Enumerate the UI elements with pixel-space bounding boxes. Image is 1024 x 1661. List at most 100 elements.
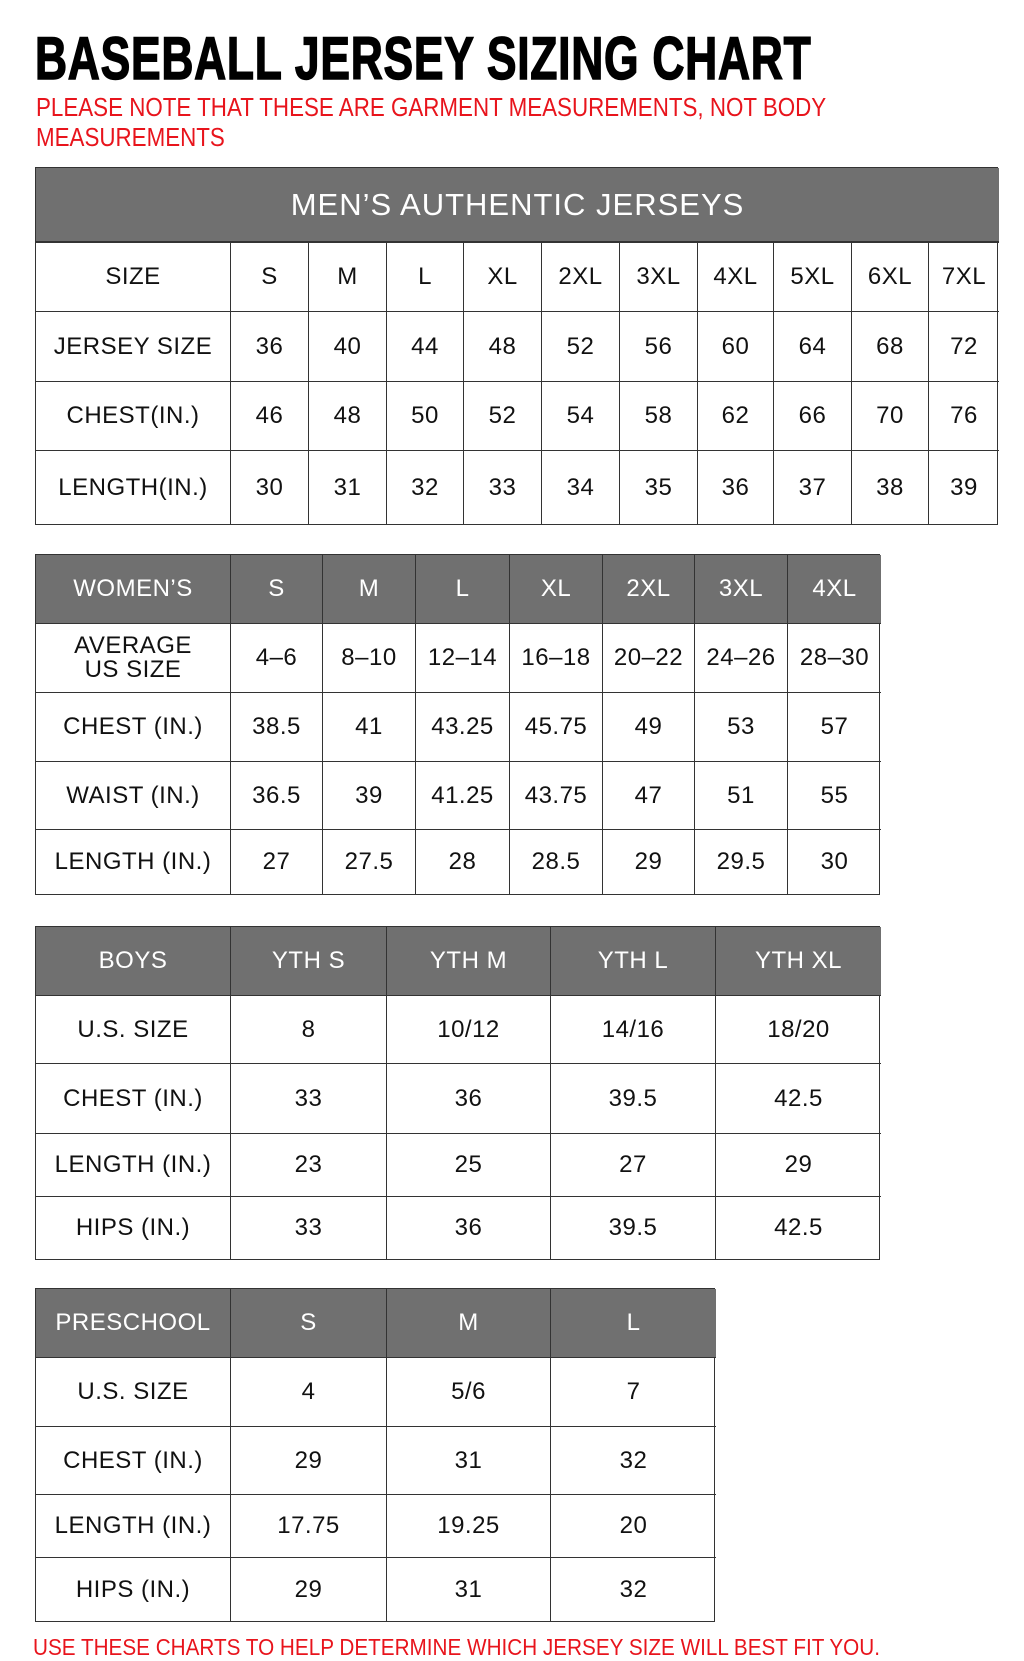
- column-header: 3XL: [620, 243, 698, 312]
- table-banner: MEN’S AUTHENTIC JERSEYS: [36, 168, 999, 243]
- table-cell: 7: [551, 1358, 716, 1427]
- column-header: SIZE: [36, 243, 231, 312]
- column-header: 2XL: [603, 555, 695, 624]
- table-cell: 28–30: [788, 624, 881, 693]
- table-cell: 29: [716, 1134, 881, 1197]
- table-cell: 24–26: [695, 624, 788, 693]
- table-cell: 20: [551, 1495, 716, 1558]
- table-cell: 62: [698, 382, 774, 451]
- table-cell: 55: [788, 762, 881, 830]
- table-cell: 4–6: [231, 624, 323, 693]
- womens-size-table: WOMEN’S S M L XL 2XL 3XL 4XL AVERAGE US SIZE 4–6 8…: [35, 554, 881, 895]
- table-cell: 52: [464, 382, 542, 451]
- boys-size-table: BOYS YTH S YTH M YTH L YTH XL U.S. SIZE 8 10/12…: [35, 926, 881, 1260]
- table-cell: 42.5: [716, 1064, 881, 1134]
- row-label: HIPS (IN.): [36, 1197, 231, 1259]
- table-cell: 34: [542, 451, 620, 524]
- column-header: YTH L: [551, 927, 716, 996]
- table-cell: 5/6: [387, 1358, 551, 1427]
- table-cell: 70: [852, 382, 929, 451]
- table-cell: 23: [231, 1134, 387, 1197]
- table-cell: 29: [231, 1427, 387, 1495]
- table-cell: 43.25: [416, 693, 510, 762]
- column-header: 2XL: [542, 243, 620, 312]
- table-cell: 50: [387, 382, 464, 451]
- column-header: M: [387, 1289, 551, 1358]
- table-cell: 41: [323, 693, 416, 762]
- table-cell: 39: [950, 473, 978, 501]
- table-cell: 43.75: [510, 762, 603, 830]
- table-cell: 29: [231, 1558, 387, 1621]
- table-cell: 27.5: [323, 830, 416, 894]
- table-cell: 56: [620, 312, 698, 382]
- table-cell: 52: [542, 312, 620, 382]
- table-cell: 36.5: [231, 762, 323, 830]
- table-cell: 33: [464, 451, 542, 524]
- table-cell: 37: [774, 451, 852, 524]
- table-cell: 42.5: [774, 1214, 823, 1241]
- row-label: CHEST (IN.): [36, 693, 231, 762]
- preschool-size-table: PRESCHOOL S M L U.S. SIZE 4 5/6 7 CHEST (IN.) 29 3…: [35, 1288, 716, 1622]
- row-label: JERSEY SIZE: [36, 312, 231, 382]
- table-cell: 16–18: [510, 624, 603, 693]
- table-cell: 27: [231, 830, 323, 894]
- table-cell: 39.5: [551, 1064, 716, 1134]
- column-header: 6XL: [852, 243, 929, 312]
- table-cell: 31: [387, 1558, 551, 1621]
- table-cell: 45.75: [510, 693, 603, 762]
- table-cell: 32: [387, 451, 464, 524]
- table-cell: 49: [603, 693, 695, 762]
- table-cell: 76: [929, 382, 999, 451]
- column-header: YTH S: [231, 927, 387, 996]
- table-cell: 48: [309, 382, 387, 451]
- footer-note: USE THESE CHARTS TO HELP DETERMINE WHICH…: [33, 1634, 880, 1660]
- column-header: S: [231, 1289, 387, 1358]
- table-cell: 64: [774, 312, 852, 382]
- column-header: 3XL: [695, 555, 788, 624]
- table-cell: 30: [820, 848, 849, 875]
- row-label: LENGTH (IN.): [36, 1495, 231, 1558]
- table-cell: 32: [619, 1575, 648, 1603]
- table-cell: 39: [323, 762, 416, 830]
- table-cell: 38: [852, 451, 929, 524]
- row-label: WAIST (IN.): [36, 762, 231, 830]
- row-label: CHEST(IN.): [36, 382, 231, 451]
- column-header: M: [309, 243, 387, 312]
- garment-note-line-1: PLEASE NOTE THAT THESE ARE GARMENT MEASU…: [36, 92, 827, 122]
- table-cell: 32: [551, 1427, 716, 1495]
- row-label: LENGTH (IN.): [36, 1134, 231, 1197]
- row-label: AVERAGE US SIZE: [36, 624, 231, 693]
- table-cell: 12–14: [416, 624, 510, 693]
- table-cell: 28.5: [510, 830, 603, 894]
- column-header: L: [387, 243, 464, 312]
- table-cell: 57: [788, 693, 881, 762]
- column-header: 4XL: [788, 555, 881, 624]
- column-header: XL: [464, 243, 542, 312]
- table-cell: 10/12: [387, 996, 551, 1064]
- column-header: L: [416, 555, 510, 624]
- table-cell: 33: [231, 1197, 387, 1259]
- table-cell: 41.25: [416, 762, 510, 830]
- table-cell: 14/16: [551, 996, 716, 1064]
- table-cell: 31: [387, 1427, 551, 1495]
- table-cell: 36: [387, 1064, 551, 1134]
- table-cell: 68: [852, 312, 929, 382]
- table-cell: 36: [387, 1197, 551, 1259]
- row-label: HIPS (IN.): [36, 1558, 231, 1621]
- column-header: 7XL: [929, 243, 999, 312]
- row-label: CHEST (IN.): [36, 1427, 231, 1495]
- row-label: LENGTH(IN.): [36, 451, 231, 524]
- row-label: LENGTH (IN.): [36, 830, 231, 894]
- table-cell: 19.25: [387, 1495, 551, 1558]
- table-cell: 20–22: [603, 624, 695, 693]
- table-cell: 17.75: [231, 1495, 387, 1558]
- table-cell: 66: [774, 382, 852, 451]
- table-cell: 25: [387, 1134, 551, 1197]
- table-cell: 33: [231, 1064, 387, 1134]
- column-header: L: [551, 1289, 716, 1358]
- garment-note-line-2: MEASUREMENTS: [36, 122, 225, 152]
- table-cell: 51: [695, 762, 788, 830]
- table-cell: 4: [231, 1358, 387, 1427]
- table-cell: 36: [231, 312, 309, 382]
- table-cell: 28: [416, 830, 510, 894]
